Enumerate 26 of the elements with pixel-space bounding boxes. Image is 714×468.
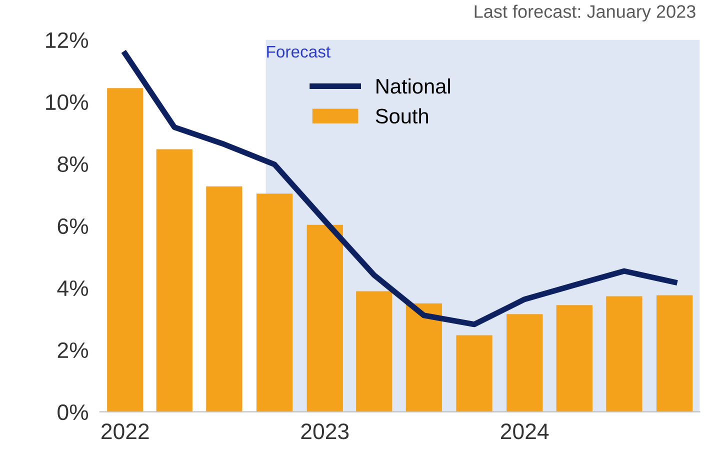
legend-label: South <box>376 108 428 124</box>
bar <box>406 303 442 412</box>
y-tick-label: 4% <box>57 280 88 296</box>
text: Last forecast: January 2023 <box>474 4 696 22</box>
y-tick-label: 8% <box>58 156 88 172</box>
x-tick-label: 2024 <box>501 424 549 440</box>
bar <box>506 314 543 412</box>
y-tick-label: 0% <box>58 404 88 420</box>
bar <box>556 305 592 412</box>
bar <box>206 186 242 412</box>
bar <box>606 296 642 412</box>
bar <box>356 291 392 412</box>
y-tick-label: 2% <box>58 342 88 358</box>
bar <box>656 295 693 412</box>
x-tick-label: 2023 <box>301 424 349 440</box>
band-label: Forecast <box>267 46 330 58</box>
bar <box>107 88 144 412</box>
legend-label: National <box>376 78 450 94</box>
x-tick-label: 2022 <box>102 424 149 440</box>
bar <box>156 149 192 412</box>
bar <box>456 335 492 412</box>
y-tick-label: 10% <box>46 94 88 110</box>
bar <box>306 224 343 412</box>
y-tick-label: 6% <box>58 218 88 234</box>
bar <box>256 194 293 412</box>
y-tick-label: 12% <box>46 32 88 48</box>
